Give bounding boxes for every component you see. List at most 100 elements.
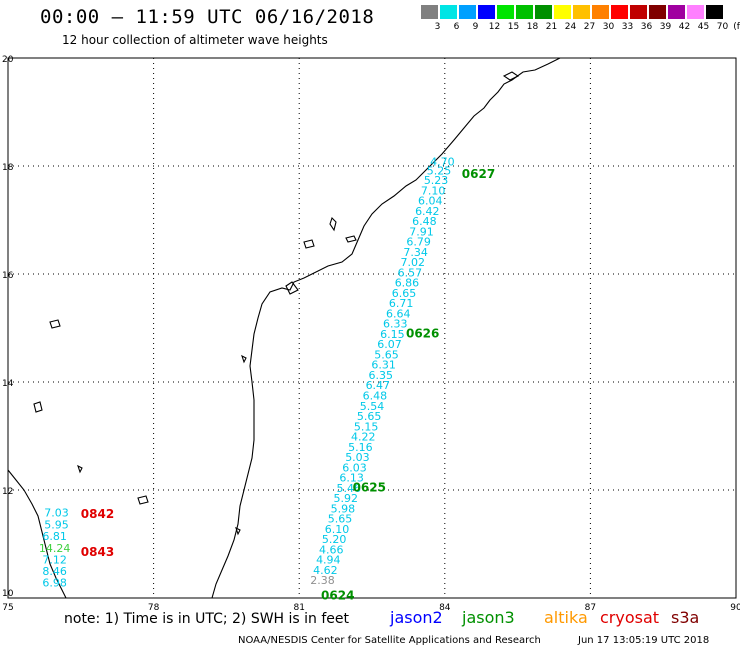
credit-text: NOAA/NESDIS Center for Satellite Applica… [238,635,541,646]
swh-reading: 6.47 [366,379,391,392]
lakshadweep-islet-3 [77,464,83,474]
map-grid: 75 78 81 84 87 90 20 18 16 14 12 10 [2,55,740,613]
swh-reading: 7.12 [42,554,67,567]
swh-reading: 4.70 [430,156,455,169]
scale-swatch-21 [535,5,552,19]
scale-swatch-39 [649,5,666,19]
scale-label-3: 3 [434,22,441,32]
swh-reading: 5.98 [331,502,356,515]
swh-reading: 6.86 [395,277,420,290]
west-india-coastline [7,469,67,599]
scale-swatch-6 [440,5,457,19]
lon-tick-81: 81 [293,603,304,613]
lakshadweep-islet-2 [33,401,43,413]
swh-reading: 5.65 [328,513,353,526]
lat-tick-12: 12 [2,487,13,497]
swh-reading: 14.24 [39,542,71,555]
coast-islet-2 [345,235,357,243]
swh-reading: 5.92 [334,492,359,505]
lat-tick-18: 18 [2,163,14,173]
satellite-s3a: s3a [671,608,700,627]
swh-reading: 4.62 [313,564,338,577]
scale-label-70: 70 [716,22,729,32]
scale-swatch-70 [706,5,723,19]
coastline [7,57,561,599]
east-india-coastline [211,57,561,599]
lat-tick-10: 10 [2,589,14,599]
swh-reading: 6.10 [325,523,350,536]
swh-reading: 6.31 [371,359,396,372]
scale-swatch-36 [630,5,647,19]
generation-timestamp: Jun 17 13:05:19 UTC 2018 [578,635,710,646]
swh-reading: 7.10 [421,184,446,197]
swh-reading: 5.16 [348,441,373,454]
swh-reading: 6.65 [392,287,417,300]
swh-reading: 6.48 [412,215,437,228]
swh-reading: 6.98 [42,576,67,589]
swh-reading: 6.71 [389,297,414,310]
lon-tick-84: 84 [439,603,451,613]
swh-reading: 5.95 [44,519,69,532]
swh-reading: 6.42 [415,205,440,218]
scale-label-39: 39 [659,22,672,32]
swh-reading: 5.54 [360,400,385,413]
scale-label-15: 15 [507,22,520,32]
satellite-altika: altika [544,608,588,627]
scale-swatch-27 [573,5,590,19]
lon-tick-75: 75 [2,603,13,613]
lon-tick-87: 87 [585,603,596,613]
scale-label-9: 9 [472,22,479,32]
chart-subtitle: 12 hour collection of altimeter wave hei… [62,33,328,47]
scale-label-18: 18 [526,22,539,32]
swh-reading: 6.07 [377,338,402,351]
chilika-islet [329,216,337,232]
scale-swatch-15 [497,5,514,19]
swh-reading: 6.48 [363,390,388,403]
swh-reading: 6.64 [386,307,411,320]
pass-label-0842: 0842 [81,507,114,521]
swh-reading: 7.02 [401,256,426,269]
pass-label-0624: 0624 [321,588,354,602]
lakshadweep-islet-5 [241,354,247,364]
swh-reading: 6.81 [42,530,67,543]
coast-islet-1 [303,239,315,249]
scale-swatch-12 [478,5,495,19]
swh-reading: 5.23 [424,174,449,187]
swh-reading: 5.65 [374,348,399,361]
swh-reading: 6.13 [339,472,364,485]
swh-reading: 5.65 [357,410,382,423]
lakshadweep-islet-1 [49,319,61,329]
swh-reading: 6.35 [368,369,393,382]
scale-label-30: 30 [602,22,615,32]
satellite-cryosat: cryosat [600,608,660,627]
chart-title: 00:00 – 11:59 UTC 06/16/2018 [40,6,375,28]
lat-tick-20: 20 [2,55,14,65]
scale-unit: (ft) [733,22,740,32]
swh-reading: 5.20 [322,533,347,546]
scale-swatch-9 [459,5,476,19]
swh-reading: 5.46 [336,482,361,495]
swh-reading: 8.46 [42,565,67,578]
scale-label-45: 45 [697,22,710,32]
scale-swatch-33 [611,5,628,19]
scale-label-27: 27 [583,22,596,32]
lon-tick-90: 90 [730,603,740,613]
swh-reading: 4.66 [319,543,344,556]
lat-tick-14: 14 [2,379,14,389]
lon-tick-78: 78 [148,603,160,613]
swh-reading: 5.25 [427,164,452,177]
swh-reading: 2.38 [310,574,335,587]
swh-reading: 7.34 [403,246,428,259]
swh-reading: 7.03 [44,507,69,520]
swh-reading: 6.33 [383,318,408,331]
lat-tick-16: 16 [2,271,14,281]
pass-label-0625: 0625 [353,480,386,494]
kakinada-bay [285,281,299,295]
satellite-jason2: jason2 [390,608,443,627]
swh-reading: 6.79 [406,236,431,249]
map-frame [7,57,737,599]
scale-label-36: 36 [640,22,653,32]
swh-reading: 6.57 [398,266,423,279]
lakshadweep-islet-4 [137,495,149,505]
